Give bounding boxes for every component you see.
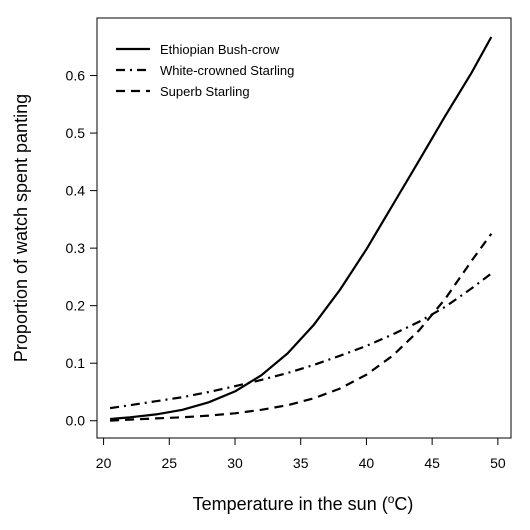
- x-axis: 20 25 30 35 40 45 50: [96, 438, 506, 471]
- x-tick-label: 20: [96, 455, 112, 471]
- x-tick-label: 45: [424, 455, 440, 471]
- y-axis-title: Proportion of watch spent panting: [11, 94, 31, 362]
- x-tick-label: 40: [359, 455, 375, 471]
- legend-label: Ethiopian Bush-crow: [160, 42, 280, 57]
- x-tick-label: 50: [490, 455, 506, 471]
- y-tick-label: 0.2: [66, 298, 86, 314]
- legend-label: White-crowned Starling: [160, 63, 294, 78]
- y-axis: 0.0 0.1 0.2 0.3 0.4 0.5 0.6: [66, 68, 97, 429]
- series-line-dashdot: [109, 272, 492, 410]
- y-tick-label: 0.0: [66, 413, 86, 429]
- y-tick-label: 0.4: [66, 183, 86, 199]
- plot-frame: [96, 17, 512, 439]
- x-tick-label: 35: [293, 455, 309, 471]
- y-tick-label: 0.5: [66, 125, 86, 141]
- x-tick-label: 30: [227, 455, 243, 471]
- y-tick-label: 0.6: [66, 68, 86, 84]
- legend-label: Superb Starling: [160, 84, 250, 99]
- legend: Ethiopian Bush-crow White-crowned Starlin…: [116, 42, 294, 99]
- y-tick-label: 0.3: [66, 240, 86, 256]
- series-line-dashed: [110, 233, 493, 422]
- series-lines: [109, 36, 493, 422]
- series-line-solid: [110, 36, 493, 421]
- x-axis-title: Temperature in the sun (oC): [193, 492, 414, 514]
- y-tick-label: 0.1: [66, 355, 86, 371]
- x-tick-label: 25: [161, 455, 177, 471]
